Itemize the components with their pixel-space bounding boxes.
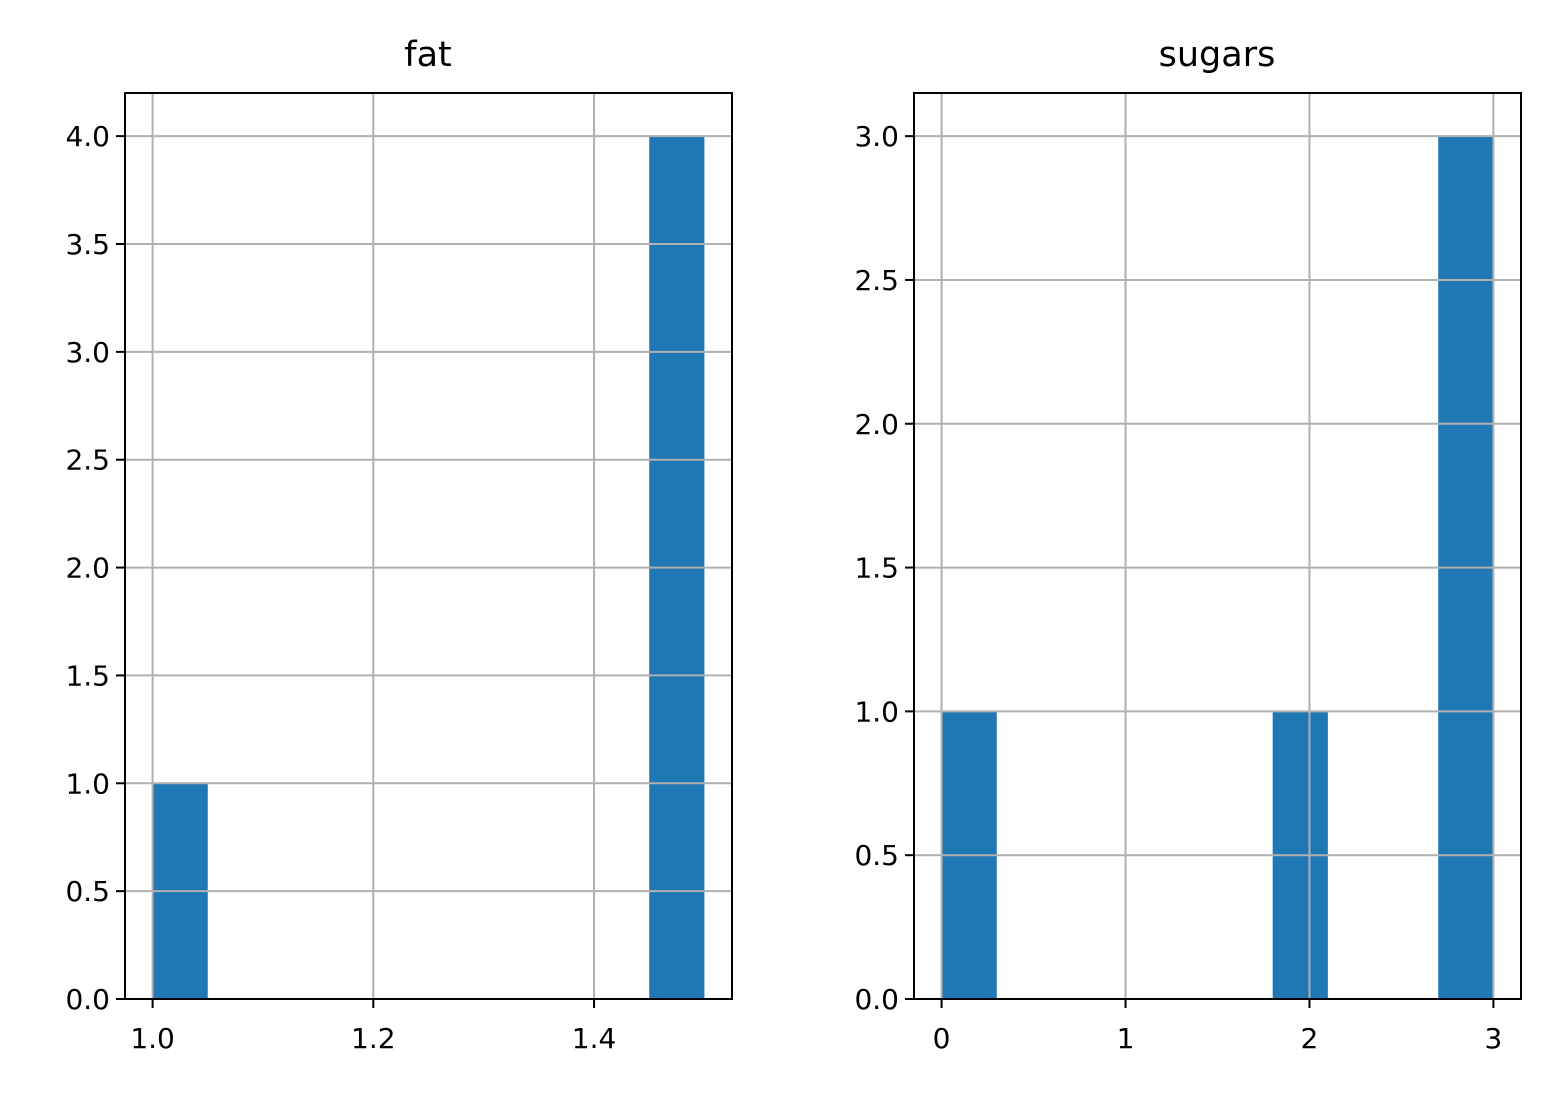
fat-y-tick-label: 2.5 xyxy=(65,444,110,477)
sugars-histogram-panel: sugars 0 1 2 3 0.0 0.5 1.0 1.5 2.0 2.5 3.0 xyxy=(854,35,1522,1055)
fat-y-tick-label: 4.0 xyxy=(65,120,110,153)
sugars-x-tick-label: 0 xyxy=(933,1022,951,1055)
fat-y-tick-label: 1.0 xyxy=(65,767,110,800)
sugars-y-tick-label: 1.5 xyxy=(854,552,899,585)
sugars-x-tick-label: 2 xyxy=(1301,1022,1319,1055)
fat-x-tick-label: 1.4 xyxy=(572,1022,617,1055)
sugars-y-tick-label: 2.0 xyxy=(854,408,899,441)
sugars-y-tick-label: 1.0 xyxy=(854,695,899,728)
fat-chart-title: fat xyxy=(404,35,452,75)
sugars-y-tick-label: 3.0 xyxy=(854,120,899,153)
sugars-y-tick-label: 0.5 xyxy=(854,839,899,872)
sugars-y-tick-label: 2.5 xyxy=(854,264,899,297)
fat-y-tick-label: 3.5 xyxy=(65,228,110,261)
fat-y-tick-label: 1.5 xyxy=(65,659,110,692)
fat-x-tick-label: 1.2 xyxy=(351,1022,396,1055)
fat-y-tick-label: 2.0 xyxy=(65,552,110,585)
fat-y-tick-label: 0.5 xyxy=(65,875,110,908)
sugars-chart-title: sugars xyxy=(1159,35,1276,75)
fat-axes-frame xyxy=(124,92,733,1000)
sugars-axes-frame xyxy=(913,92,1522,1000)
fat-x-tick-label: 1.0 xyxy=(130,1022,175,1055)
fat-y-tick-label: 0.0 xyxy=(65,983,110,1016)
sugars-x-tick-label: 3 xyxy=(1484,1022,1502,1055)
sugars-y-tick-label: 0.0 xyxy=(854,983,899,1016)
fat-y-tick-label: 3.0 xyxy=(65,336,110,369)
sugars-x-tick-label: 1 xyxy=(1117,1022,1135,1055)
fat-histogram-panel: fat 1.0 1.2 1.4 0.0 0.5 1.0 1.5 2.0 2.5 3.0 3.5 4.0 xyxy=(65,35,733,1055)
